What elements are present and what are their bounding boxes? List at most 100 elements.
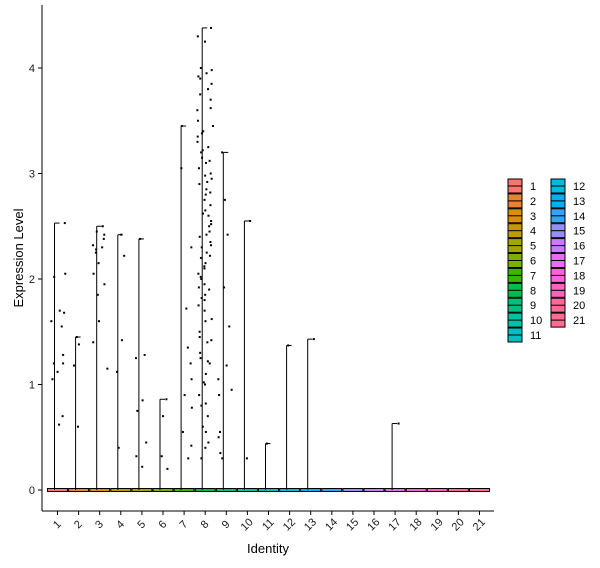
data-point-8 (200, 457, 203, 460)
data-point-8 (211, 125, 214, 128)
data-point-8 (204, 262, 207, 265)
data-point-1 (64, 272, 67, 275)
legend-label-17: 17 (573, 256, 585, 268)
data-point-11 (265, 442, 268, 445)
data-point-9 (221, 151, 224, 154)
legend-label-7: 7 (530, 270, 536, 282)
data-point-9 (228, 325, 231, 328)
data-point-5 (143, 353, 146, 356)
data-point-8 (198, 235, 201, 238)
x-tick-label-11: 11 (260, 517, 277, 534)
data-point-3 (101, 246, 104, 249)
data-point-7 (181, 430, 184, 433)
data-point-8 (200, 296, 203, 299)
data-point-4 (120, 233, 123, 236)
data-point-7 (190, 246, 193, 249)
data-point-6 (160, 455, 163, 458)
data-point-8 (210, 219, 213, 222)
x-tick-label-19: 19 (429, 516, 446, 533)
data-point-7 (190, 406, 193, 409)
data-point-8 (199, 357, 202, 360)
data-point-8 (203, 299, 206, 302)
x-tick-label-5: 5 (135, 518, 148, 531)
data-point-8 (199, 275, 202, 278)
data-point-8 (200, 278, 203, 280)
violin-5 (131, 488, 153, 492)
legend-label-19: 19 (573, 285, 585, 297)
data-point-8 (208, 225, 211, 228)
x-ticks: 1 2 3 4 5 6 7 8 9 10 11 12 13 14 15 16 17 18 19 20 21 (51, 511, 488, 533)
data-point-3 (92, 244, 95, 247)
data-point-8 (203, 198, 206, 201)
data-point-8 (200, 404, 203, 407)
x-tick-label-7: 7 (178, 518, 191, 531)
data-point-8 (200, 246, 203, 249)
violin-17 (384, 488, 406, 492)
data-point-3 (94, 251, 97, 254)
data-point-8 (201, 425, 204, 428)
data-point-8 (209, 172, 212, 175)
data-point-8 (208, 254, 211, 257)
violin-15 (342, 488, 364, 492)
data-point-9 (217, 378, 220, 381)
data-point-9 (223, 286, 226, 289)
data-point-2 (73, 364, 76, 367)
data-point-8 (206, 415, 209, 418)
violin-12 (279, 488, 301, 492)
data-point-9 (218, 394, 221, 397)
data-point-8 (198, 336, 201, 339)
x-tick-label-6: 6 (156, 518, 169, 531)
chart-marks (47, 26, 490, 492)
data-point-5 (141, 465, 144, 468)
data-point-7 (185, 307, 188, 310)
data-point-9 (225, 364, 228, 367)
data-point-6 (166, 467, 169, 470)
legend-label-14: 14 (573, 211, 585, 223)
data-point-3 (102, 237, 105, 240)
data-point-8 (201, 212, 204, 215)
data-point-8 (208, 159, 211, 162)
data-point-8 (199, 77, 202, 80)
data-point-5 (134, 357, 137, 360)
x-tick-label-18: 18 (408, 516, 425, 533)
data-point-3 (92, 272, 95, 275)
legend-label-2: 2 (530, 196, 536, 208)
violin-9 (215, 488, 237, 492)
violin-7 (173, 488, 195, 492)
data-point-7 (187, 457, 190, 460)
data-point-8 (204, 446, 207, 449)
data-point-8 (196, 109, 199, 112)
data-point-8 (197, 286, 200, 289)
data-point-8 (204, 430, 207, 433)
legend-label-20: 20 (573, 300, 585, 312)
data-point-9 (230, 388, 233, 391)
data-point-8 (204, 293, 207, 296)
x-tick-label-9: 9 (220, 518, 233, 531)
x-tick-label-21: 21 (471, 516, 488, 533)
data-point-8 (204, 402, 207, 405)
violin-11 (258, 488, 279, 492)
violin-18 (405, 488, 427, 492)
data-point-8 (207, 214, 210, 217)
data-point-7 (190, 444, 193, 447)
data-point-8 (207, 441, 210, 444)
x-tick-label-12: 12 (281, 516, 298, 533)
data-point-8 (208, 362, 211, 365)
data-point-8 (199, 256, 202, 259)
data-point-8 (201, 156, 204, 159)
data-point-8 (198, 394, 201, 397)
violin-4 (110, 488, 132, 492)
data-point-5 (145, 441, 148, 444)
data-point-8 (200, 132, 203, 135)
legend-label-8: 8 (530, 285, 536, 297)
data-point-2 (77, 343, 80, 346)
x-tick-label-14: 14 (323, 516, 340, 533)
data-point-8 (206, 360, 209, 363)
legend-label-4: 4 (530, 226, 536, 238)
violin-16 (363, 488, 385, 492)
data-point-8 (205, 251, 208, 254)
data-point-5 (141, 399, 144, 402)
legend-label-16: 16 (573, 241, 585, 253)
violin-1 (47, 488, 68, 492)
